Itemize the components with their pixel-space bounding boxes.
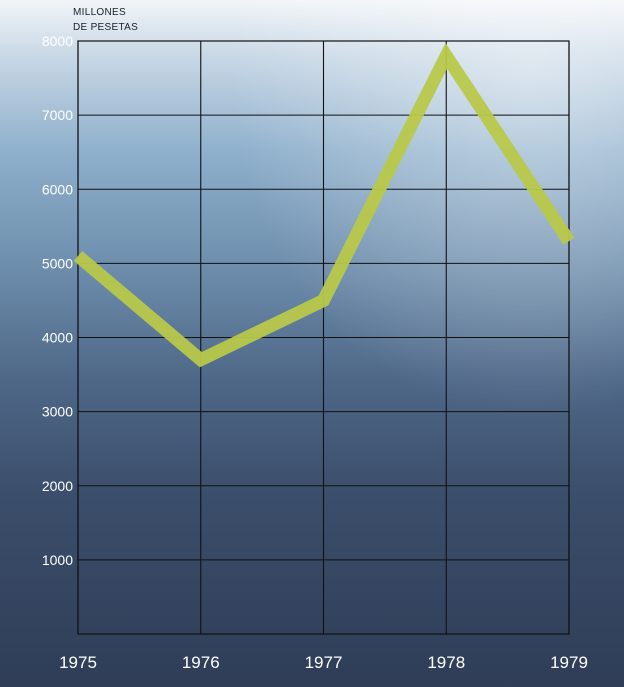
x-tick-label-1975: 1975 xyxy=(59,653,97,672)
y-tick-label-7000: 7000 xyxy=(42,107,73,123)
y-tick-label-3000: 3000 xyxy=(42,404,73,420)
y-unit-label-line-1: MILLONES xyxy=(73,7,126,18)
y-tick-label-8000: 8000 xyxy=(42,33,73,49)
x-tick-label-1976: 1976 xyxy=(182,653,220,672)
y-tick-label-2000: 2000 xyxy=(42,478,73,494)
y-tick-label-1000: 1000 xyxy=(42,552,73,568)
series xyxy=(73,42,575,368)
x-tick-label-1978: 1978 xyxy=(427,653,465,672)
x-axis-ticks: 1975 1976 1977 1978 1979 xyxy=(59,653,588,672)
x-tick-label-1979: 1979 xyxy=(550,653,588,672)
grid xyxy=(77,40,570,635)
y-tick-label-4000: 4000 xyxy=(42,330,73,346)
y-tick-label-5000: 5000 xyxy=(42,255,73,271)
y-axis-ticks: 1000 2000 3000 4000 5000 6000 7000 8000 xyxy=(42,33,73,568)
y-unit-label-line-2: DE PESETAS xyxy=(73,22,138,33)
x-tick-label-1977: 1977 xyxy=(305,653,343,672)
y-tick-label-6000: 6000 xyxy=(42,181,73,197)
